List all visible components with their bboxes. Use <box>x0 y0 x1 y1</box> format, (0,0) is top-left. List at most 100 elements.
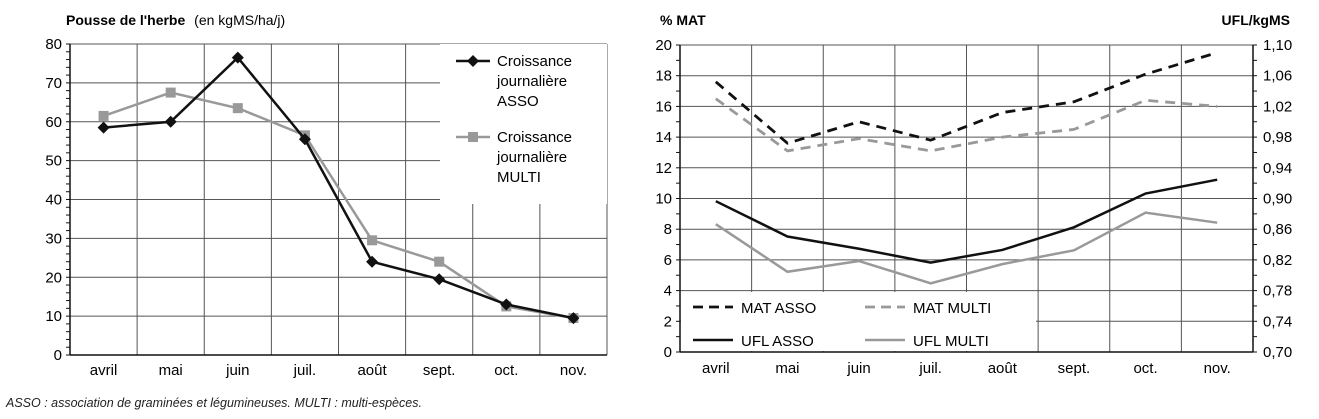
chart2-right-axis-label: UFL/kgMS <box>1222 12 1290 28</box>
chart1-title-bold: Pousse de l'herbe <box>66 12 185 28</box>
chart2-x-tick-label: juil. <box>918 360 942 377</box>
chart2-right-tick-label: 1,02 <box>1263 98 1292 115</box>
chart2-right-tick-label: 0,86 <box>1263 221 1292 238</box>
chart1-legend: Croissance journalière ASSO Croissance journ… <box>456 53 572 186</box>
chart2-gridlines <box>680 44 1253 353</box>
chart1-legend-label: Croissance <box>497 53 572 70</box>
chart2-right-tick-label: 0,74 <box>1263 313 1292 330</box>
chart1-legend-bg <box>440 44 607 204</box>
chart1-legend-marker-square <box>468 132 478 142</box>
chart2-left-tick-label: 2 <box>664 313 672 330</box>
chart2-right-tick-label: 0,78 <box>1263 283 1292 300</box>
chart1-x-tick-label: avril <box>90 362 118 379</box>
chart2-x-tick-label: juin <box>846 360 870 377</box>
chart1-marker-diamond <box>500 298 513 311</box>
chart1-title: Pousse de l'herbe (en kgMS/ha/j) <box>66 12 285 28</box>
chart2-series-line <box>715 178 1218 264</box>
chart2-series-line <box>714 51 1218 145</box>
chart2-left-axis-label: % MAT <box>660 12 706 28</box>
chart1-marker-square <box>434 256 445 267</box>
chart2-legend: MAT ASSO MAT MULTI UFL ASSO UFL MULTI <box>693 300 991 350</box>
chart2-right-tick-label: 1,10 <box>1263 37 1292 54</box>
chart1-marker-square <box>165 87 176 98</box>
chart1-legend-label: journalière <box>496 149 567 166</box>
chart1-x-tick-label: nov. <box>560 362 587 379</box>
chart2-legend-label: MAT MULTI <box>913 300 991 317</box>
chart2-left-tick-label: 4 <box>664 283 672 300</box>
chart1-x-tick-label: oct. <box>494 362 518 379</box>
grass-growth-chart: Pousse de l'herbe (en kgMS/ha/j) 0 10 20 30… <box>45 12 608 379</box>
chart1-marker-diamond <box>231 51 244 64</box>
chart2-left-tick-label: 0 <box>664 344 672 361</box>
chart1-y-tick-label: 50 <box>45 153 62 170</box>
chart1-marker-diamond <box>366 255 379 268</box>
chart2-right-tick-label: 0,82 <box>1263 252 1292 269</box>
chart1-legend-label: Croissance <box>497 129 572 146</box>
chart2-x-tick-labels: avril mai juin juil. août sept. oct. nov. <box>702 360 1231 377</box>
chart1-legend-label: MULTI <box>497 169 541 186</box>
chart1-y-tick-label: 30 <box>45 230 62 247</box>
chart1-y-tick-label: 80 <box>45 36 62 53</box>
chart1-x-tick-label: mai <box>159 362 183 379</box>
chart1-y-tick-label: 0 <box>54 347 62 364</box>
chart2-legend-label: UFL MULTI <box>913 333 989 350</box>
chart1-marker-square <box>232 103 243 114</box>
chart1-marker-diamond <box>164 115 177 128</box>
chart2-x-tick-label: avril <box>702 360 730 377</box>
chart2-right-tick-label: 0,90 <box>1263 191 1292 208</box>
chart2-right-tick-label: 0,98 <box>1263 129 1292 146</box>
chart1-marker-diamond <box>97 121 110 134</box>
chart2-right-tick-label: 0,70 <box>1263 344 1292 361</box>
chart2-left-tick-label: 6 <box>664 252 672 269</box>
chart2-axes <box>676 44 1257 353</box>
chart2-legend-label: MAT ASSO <box>741 300 816 317</box>
chart2-series-line <box>715 211 1218 285</box>
chart2-series-line <box>714 97 1218 153</box>
chart1-y-tick-label: 60 <box>45 114 62 131</box>
chart2-legend-label: UFL ASSO <box>741 333 814 350</box>
chart2-left-tick-label: 10 <box>655 191 672 208</box>
chart2-left-tick-label: 8 <box>664 221 672 238</box>
chart1-x-tick-label: sept. <box>423 362 456 379</box>
chart1-axes <box>66 43 607 356</box>
chart2-left-tick-label: 18 <box>655 68 672 85</box>
chart2-series <box>714 51 1218 285</box>
chart1-marker-square <box>367 235 378 246</box>
chart1-y-tick-label: 20 <box>45 269 62 286</box>
chart2-x-tick-label: nov. <box>1204 360 1231 377</box>
chart2-left-tick-label: 20 <box>655 37 672 54</box>
chart2-left-tick-label: 12 <box>655 160 672 177</box>
chart1-marker-diamond <box>298 133 311 146</box>
chart2-x-tick-label: sept. <box>1058 360 1091 377</box>
chart2-right-tick-labels: 0,70 0,74 0,78 0,82 0,86 0,90 0,94 0,98 1,02 1,06… <box>1263 37 1292 361</box>
footnote: ASSO : association de graminées et légum… <box>6 396 422 410</box>
chart2-x-tick-label: oct. <box>1133 360 1157 377</box>
chart1-legend-label: journalière <box>496 73 567 90</box>
chart1-x-tick-label: août <box>357 362 387 379</box>
chart2-legend-bg <box>681 292 1036 351</box>
chart1-y-tick-label: 10 <box>45 308 62 325</box>
chart1-series <box>97 51 580 325</box>
chart2-right-tick-label: 0,94 <box>1263 160 1292 177</box>
chart2-left-tick-label: 16 <box>655 98 672 115</box>
chart1-legend-label: ASSO <box>497 93 539 110</box>
chart1-y-tick-labels: 0 10 20 30 40 50 60 70 80 <box>45 36 62 364</box>
chart2-right-tick-label: 1,06 <box>1263 68 1292 85</box>
chart1-series-line <box>103 55 574 320</box>
chart1-legend-marker-diamond <box>467 55 479 67</box>
chart2-x-tick-label: août <box>988 360 1018 377</box>
chart1-x-tick-label: juin <box>225 362 249 379</box>
chart1-marker-diamond <box>567 312 580 325</box>
chart1-y-tick-label: 70 <box>45 75 62 92</box>
chart1-title-unit: (en kgMS/ha/j) <box>194 12 285 28</box>
chart1-marker-square <box>98 110 109 121</box>
chart2-left-tick-label: 14 <box>655 129 672 146</box>
chart1-marker-diamond <box>433 273 446 286</box>
chart1-x-tick-label: juil. <box>293 362 317 379</box>
chart2-left-tick-labels: 0 2 4 6 8 10 12 14 16 18 20 <box>655 37 672 361</box>
chart2-x-tick-label: mai <box>775 360 799 377</box>
chart1-y-tick-label: 40 <box>45 192 62 209</box>
chart1-x-tick-labels: avril mai juin juil. août sept. oct. nov. <box>90 362 587 379</box>
